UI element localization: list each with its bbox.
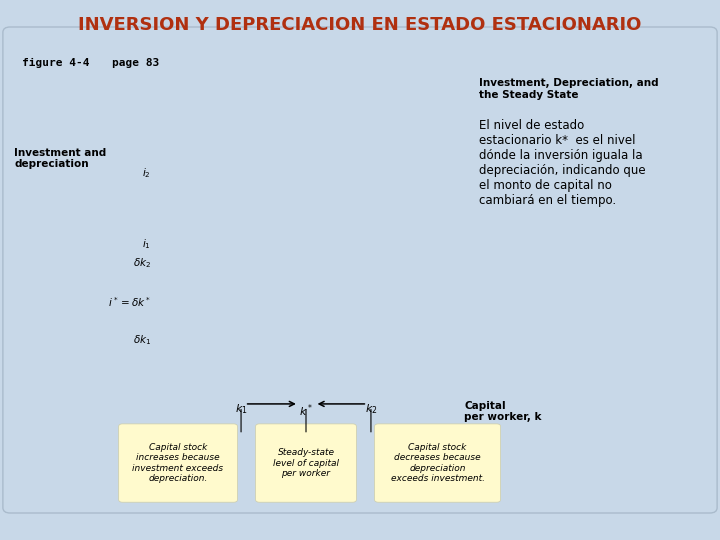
Text: Investment and
depreciation: Investment and depreciation: [14, 148, 107, 170]
Text: Capital stock
increases because
investment exceeds
depreciation.: Capital stock increases because investme…: [132, 443, 224, 483]
Text: Investment, Depreciation, and
the Steady State: Investment, Depreciation, and the Steady…: [479, 78, 658, 100]
Text: $k_1$: $k_1$: [235, 402, 248, 416]
Text: $k_2$: $k_2$: [364, 402, 377, 416]
Text: $\delta k_2$: $\delta k_2$: [133, 256, 151, 271]
Text: INVERSION Y DEPRECIACION EN ESTADO ESTACIONARIO: INVERSION Y DEPRECIACION EN ESTADO ESTAC…: [78, 16, 642, 34]
Text: $i_1$: $i_1$: [143, 237, 151, 251]
Text: Capital
per worker, k: Capital per worker, k: [464, 401, 542, 422]
Text: Depreciation, δk: Depreciation, δk: [364, 205, 445, 214]
Text: page 83: page 83: [112, 58, 159, 68]
Text: $i^* = \delta k^*$: $i^* = \delta k^*$: [108, 295, 151, 309]
Text: Investment,
sf(k): Investment, sf(k): [400, 177, 459, 199]
Text: $k^*$: $k^*$: [299, 402, 313, 419]
Text: $\delta k_1$: $\delta k_1$: [133, 333, 151, 347]
Text: Steady-state
level of capital
per worker: Steady-state level of capital per worker: [273, 448, 339, 478]
Text: figure 4-4: figure 4-4: [22, 58, 89, 68]
Text: $i_2$: $i_2$: [143, 167, 151, 180]
Text: El nivel de estado
estacionario k*  es el nivel
dónde la inversión iguala la
dep: El nivel de estado estacionario k* es el…: [479, 119, 645, 207]
Text: Capital stock
decreases because
depreciation
exceeds investment.: Capital stock decreases because deprecia…: [390, 443, 485, 483]
